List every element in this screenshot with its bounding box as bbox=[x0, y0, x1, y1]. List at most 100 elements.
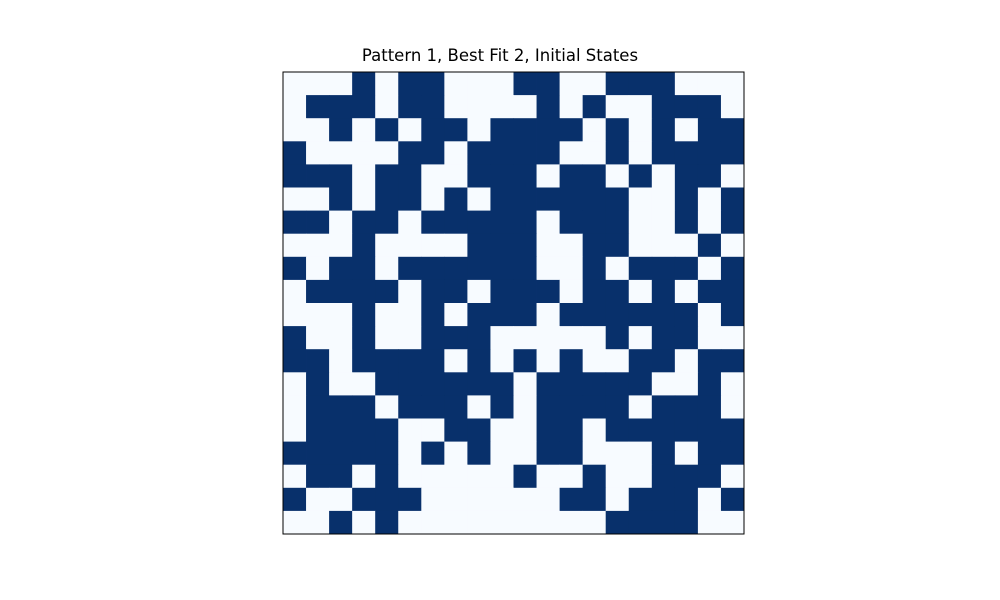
heatmap-cell bbox=[720, 141, 745, 165]
heatmap-cell bbox=[490, 164, 514, 188]
heatmap-cell bbox=[421, 464, 445, 489]
heatmap-cell bbox=[582, 72, 607, 96]
heatmap-cell bbox=[513, 487, 537, 512]
heatmap-cell bbox=[720, 441, 745, 466]
heatmap-cell bbox=[306, 510, 330, 535]
heatmap-cell bbox=[582, 233, 607, 258]
heatmap-cell bbox=[467, 510, 491, 535]
heatmap-cell bbox=[375, 441, 399, 466]
heatmap-cell bbox=[674, 395, 699, 419]
heatmap-cell bbox=[306, 441, 330, 466]
heatmap-cell bbox=[490, 233, 514, 258]
heatmap-cell bbox=[536, 141, 560, 165]
heatmap-cell bbox=[421, 164, 445, 188]
heatmap-cell bbox=[375, 395, 399, 419]
heatmap-cell bbox=[421, 187, 445, 211]
heatmap-cell bbox=[444, 510, 468, 535]
heatmap-cell bbox=[651, 372, 676, 396]
heatmap-cell bbox=[605, 164, 630, 188]
heatmap-cell bbox=[605, 487, 630, 512]
heatmap-cell bbox=[283, 279, 307, 304]
heatmap-cell bbox=[559, 510, 584, 535]
heatmap-cell bbox=[674, 118, 699, 142]
heatmap-cell bbox=[720, 210, 745, 235]
heatmap-cell bbox=[444, 141, 468, 165]
heatmap-cell bbox=[674, 256, 699, 281]
heatmap-cell bbox=[444, 464, 468, 489]
heatmap-cell bbox=[513, 349, 537, 373]
heatmap-cell bbox=[674, 303, 699, 327]
heatmap-cell bbox=[651, 418, 676, 442]
heatmap-cell bbox=[605, 279, 630, 304]
heatmap-cell bbox=[536, 95, 560, 119]
heatmap-cell bbox=[283, 441, 307, 466]
heatmap-cell bbox=[306, 279, 330, 304]
heatmap-cell bbox=[582, 303, 607, 327]
heatmap-cell bbox=[467, 487, 491, 512]
heatmap-cell bbox=[444, 118, 468, 142]
heatmap-cell bbox=[651, 487, 676, 512]
heatmap-cell bbox=[674, 441, 699, 466]
heatmap-cell bbox=[375, 187, 399, 211]
heatmap-cell bbox=[421, 118, 445, 142]
heatmap-cell bbox=[490, 510, 514, 535]
heatmap-cell bbox=[490, 372, 514, 396]
heatmap-cell bbox=[605, 141, 630, 165]
heatmap-cell bbox=[559, 95, 584, 119]
heatmap-cell bbox=[697, 210, 722, 235]
heatmap-cell bbox=[444, 326, 468, 350]
heatmap-cell bbox=[306, 487, 330, 512]
heatmap-cell bbox=[674, 210, 699, 235]
heatmap-cell bbox=[306, 303, 330, 327]
heatmap-cell bbox=[605, 187, 630, 211]
heatmap-cell bbox=[720, 118, 745, 142]
heatmap-cell bbox=[720, 464, 745, 489]
heatmap-cell bbox=[651, 256, 676, 281]
heatmap-cell bbox=[398, 118, 422, 142]
heatmap-cell bbox=[697, 395, 722, 419]
heatmap-cell bbox=[444, 187, 468, 211]
heatmap-cell bbox=[329, 326, 353, 350]
heatmap-cell bbox=[582, 95, 607, 119]
heatmap-cell bbox=[513, 464, 537, 489]
heatmap-cell bbox=[651, 210, 676, 235]
heatmap-cell bbox=[352, 326, 376, 350]
heatmap-cell bbox=[490, 349, 514, 373]
heatmap-cell bbox=[720, 418, 745, 442]
plot-frame bbox=[282, 71, 745, 535]
heatmap-cell bbox=[582, 418, 607, 442]
heatmap-cell bbox=[306, 418, 330, 442]
heatmap-cell bbox=[306, 95, 330, 119]
heatmap-cell bbox=[513, 72, 537, 96]
heatmap-cell bbox=[674, 187, 699, 211]
heatmap-cell bbox=[467, 303, 491, 327]
heatmap-cell bbox=[536, 256, 560, 281]
heatmap-cell bbox=[329, 441, 353, 466]
heatmap-cell bbox=[444, 487, 468, 512]
heatmap-cell bbox=[605, 395, 630, 419]
heatmap-cell bbox=[628, 233, 653, 258]
heatmap-cell bbox=[651, 326, 676, 350]
heatmap-cell bbox=[605, 210, 630, 235]
heatmap-cell bbox=[490, 279, 514, 304]
heatmap-cell bbox=[697, 487, 722, 512]
heatmap-cell bbox=[421, 210, 445, 235]
heatmap-cell bbox=[283, 326, 307, 350]
heatmap-cell bbox=[398, 233, 422, 258]
heatmap-cell bbox=[352, 187, 376, 211]
heatmap-cell bbox=[582, 441, 607, 466]
heatmap-cell bbox=[628, 326, 653, 350]
heatmap-cell bbox=[628, 141, 653, 165]
heatmap-cell bbox=[674, 233, 699, 258]
heatmap-cell bbox=[421, 256, 445, 281]
heatmap-cell bbox=[536, 326, 560, 350]
heatmap-cell bbox=[697, 95, 722, 119]
heatmap-cell bbox=[490, 441, 514, 466]
heatmap-cell bbox=[697, 141, 722, 165]
heatmap-cell bbox=[283, 187, 307, 211]
heatmap-cell bbox=[375, 303, 399, 327]
heatmap-cell bbox=[467, 164, 491, 188]
heatmap-cell bbox=[513, 256, 537, 281]
heatmap-cell bbox=[536, 464, 560, 489]
heatmap-cell bbox=[490, 326, 514, 350]
